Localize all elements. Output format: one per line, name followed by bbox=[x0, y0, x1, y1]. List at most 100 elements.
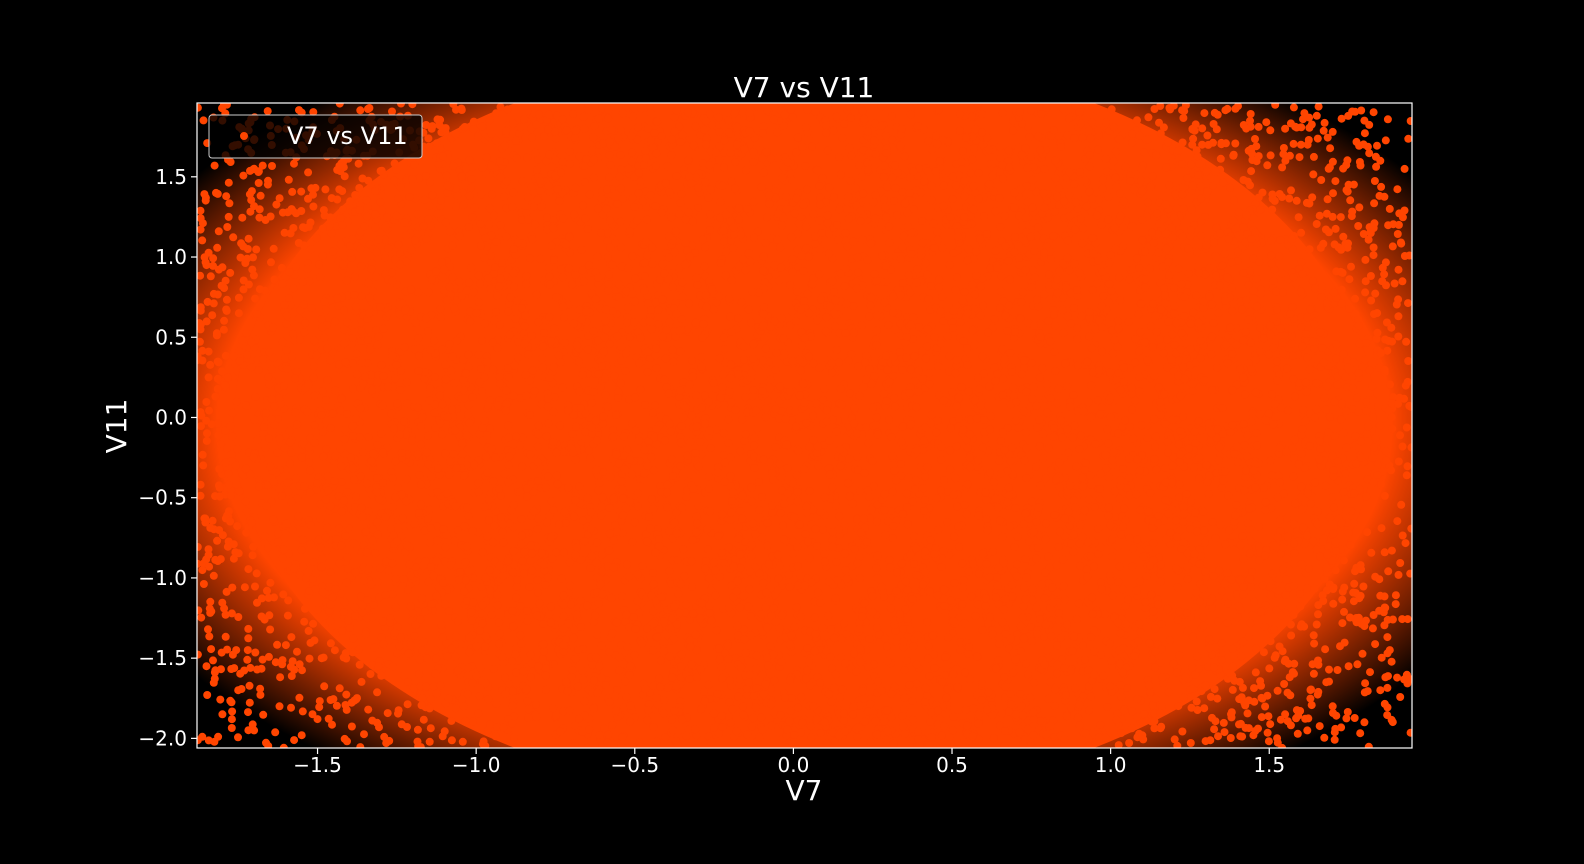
data-point bbox=[674, 589, 683, 598]
data-point bbox=[939, 546, 948, 555]
data-point bbox=[661, 179, 670, 188]
data-point bbox=[1073, 324, 1082, 333]
data-point bbox=[414, 174, 423, 183]
data-point bbox=[209, 299, 218, 308]
data-point bbox=[1036, 717, 1045, 725]
data-point bbox=[1131, 358, 1139, 367]
data-point bbox=[368, 613, 377, 622]
data-point bbox=[1187, 497, 1196, 506]
data-point bbox=[1241, 472, 1250, 481]
data-point bbox=[786, 706, 795, 715]
data-point bbox=[1178, 160, 1187, 168]
data-point bbox=[883, 642, 892, 651]
data-point bbox=[526, 673, 535, 682]
data-point bbox=[615, 666, 624, 675]
data-point bbox=[942, 693, 951, 702]
data-point bbox=[875, 630, 884, 639]
data-point bbox=[1068, 433, 1077, 442]
data-point bbox=[727, 581, 736, 590]
data-point bbox=[1107, 320, 1116, 329]
data-point bbox=[1241, 390, 1250, 399]
data-point bbox=[1026, 623, 1035, 631]
data-point bbox=[348, 235, 357, 244]
data-point bbox=[1367, 548, 1376, 557]
data-point bbox=[903, 312, 912, 321]
data-point bbox=[761, 603, 770, 612]
data-point bbox=[517, 304, 526, 313]
data-point bbox=[1108, 326, 1117, 334]
data-point bbox=[334, 492, 343, 500]
data-point bbox=[1050, 347, 1059, 356]
data-point bbox=[766, 384, 775, 393]
data-point bbox=[1114, 429, 1122, 438]
data-point bbox=[1127, 383, 1136, 392]
data-point bbox=[868, 608, 877, 617]
data-point bbox=[1331, 224, 1340, 233]
data-point bbox=[354, 159, 363, 168]
data-point bbox=[424, 327, 432, 336]
data-point bbox=[347, 722, 356, 731]
data-point bbox=[775, 276, 783, 285]
data-point bbox=[381, 590, 390, 599]
data-point bbox=[908, 715, 917, 724]
data-point bbox=[523, 696, 532, 705]
data-point bbox=[402, 497, 411, 506]
data-point bbox=[240, 583, 249, 592]
data-point bbox=[1368, 624, 1377, 633]
data-point bbox=[651, 401, 659, 410]
data-point bbox=[954, 738, 963, 747]
data-point bbox=[518, 462, 527, 471]
data-point bbox=[742, 166, 751, 175]
data-point bbox=[374, 235, 383, 244]
data-point bbox=[1246, 619, 1255, 628]
data-point bbox=[831, 322, 840, 331]
data-point bbox=[720, 148, 729, 157]
data-point bbox=[1057, 143, 1065, 151]
data-point bbox=[388, 107, 396, 116]
data-point bbox=[837, 653, 845, 662]
data-point bbox=[971, 743, 980, 748]
data-point bbox=[1255, 410, 1264, 419]
data-point bbox=[495, 282, 504, 291]
data-point bbox=[1289, 472, 1298, 481]
data-point bbox=[1280, 680, 1289, 688]
data-point bbox=[835, 329, 844, 338]
data-point bbox=[1211, 252, 1220, 261]
data-point bbox=[228, 707, 237, 716]
data-point bbox=[793, 562, 802, 571]
data-point bbox=[1084, 682, 1093, 691]
data-point bbox=[610, 142, 619, 151]
data-point bbox=[973, 462, 982, 471]
data-point bbox=[326, 356, 335, 365]
data-point bbox=[730, 230, 739, 239]
data-point bbox=[387, 524, 395, 533]
data-point bbox=[1173, 741, 1182, 748]
data-point bbox=[442, 530, 451, 539]
data-point bbox=[1119, 465, 1128, 473]
data-point bbox=[948, 388, 957, 397]
data-point bbox=[845, 492, 854, 501]
data-point bbox=[422, 448, 431, 457]
data-point bbox=[726, 718, 735, 727]
data-point bbox=[993, 581, 1002, 590]
data-point bbox=[1024, 122, 1032, 131]
data-point bbox=[318, 251, 327, 260]
data-point bbox=[934, 362, 943, 371]
data-point bbox=[279, 590, 288, 599]
data-point bbox=[911, 476, 920, 485]
data-point bbox=[337, 394, 346, 403]
data-point bbox=[934, 525, 943, 534]
data-point bbox=[1041, 519, 1050, 528]
data-point bbox=[803, 289, 812, 298]
data-point bbox=[1166, 105, 1175, 114]
data-point bbox=[1053, 641, 1061, 650]
data-point bbox=[809, 359, 818, 368]
data-point bbox=[608, 629, 617, 638]
data-point bbox=[720, 345, 729, 354]
data-point bbox=[518, 215, 527, 224]
data-point bbox=[1044, 552, 1053, 561]
data-point bbox=[740, 635, 749, 644]
data-point bbox=[547, 497, 556, 506]
data-point bbox=[1153, 209, 1161, 218]
data-point bbox=[504, 373, 513, 382]
